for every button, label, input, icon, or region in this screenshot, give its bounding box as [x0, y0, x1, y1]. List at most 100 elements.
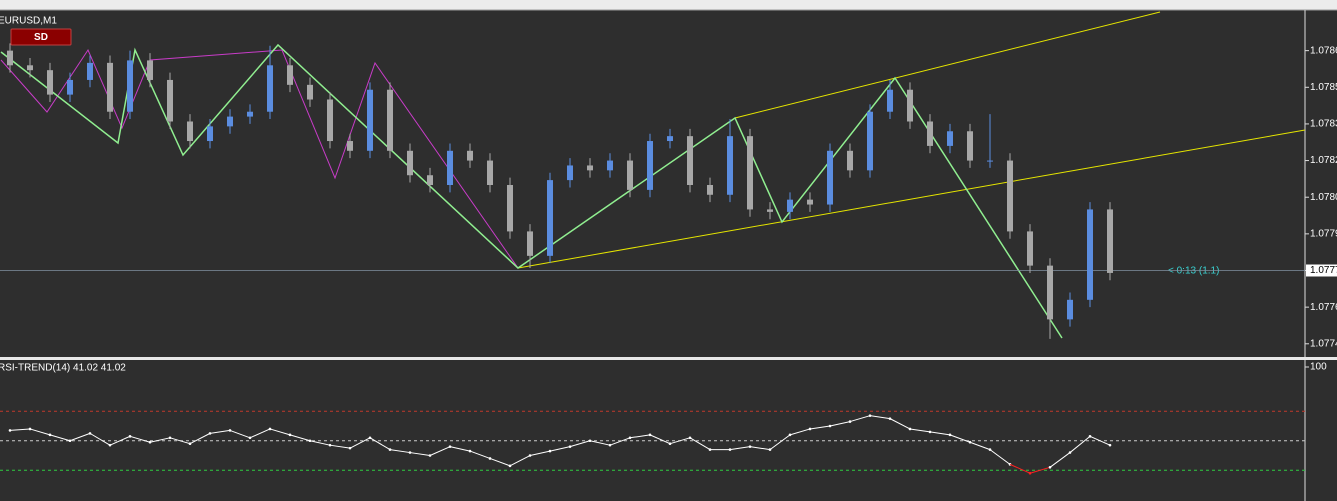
- rsi-point: [1108, 443, 1112, 447]
- candle-body: [887, 89, 893, 112]
- rsi-segment: [789, 428, 811, 436]
- rsi-segment: [169, 437, 191, 445]
- rsi-point: [8, 429, 12, 432]
- candle-body: [67, 79, 73, 95]
- rsi-segment: [189, 432, 211, 445]
- candle-body: [127, 60, 133, 112]
- candle-body: [1027, 231, 1033, 266]
- rsi-segment: [989, 449, 1011, 465]
- y-tick-label: 1.0779: [1310, 228, 1337, 239]
- rsi-segment: [1069, 435, 1091, 453]
- rsi-segment: [889, 418, 911, 430]
- rsi-segment: [689, 437, 711, 451]
- rsi-segment: [289, 434, 311, 442]
- candle-body: [247, 111, 253, 117]
- panel-separator: [0, 357, 1337, 360]
- indicator-label: RSI-TREND(14) 41.02 41.02: [0, 363, 126, 374]
- candle-body: [807, 199, 813, 205]
- candle-body: [327, 99, 333, 142]
- candle-body: [267, 65, 273, 112]
- rsi-segment: [569, 440, 591, 448]
- candle-body: [507, 185, 513, 232]
- candle-body: [527, 231, 533, 256]
- candle-body: [147, 60, 153, 80]
- toolbar[interactable]: [0, 0, 1337, 10]
- candle-body: [927, 121, 933, 146]
- rsi-segment: [1089, 435, 1111, 446]
- candle-body: [1047, 265, 1053, 320]
- candle-body: [907, 89, 913, 122]
- channel-upper: [734, 11, 1161, 119]
- candle-body: [627, 160, 633, 190]
- candle-body: [467, 150, 473, 161]
- y-tick-label: 1.0776: [1310, 302, 1337, 313]
- rsi-segment: [309, 440, 331, 446]
- rsi-segment: [969, 441, 991, 451]
- candle-body: [427, 175, 433, 185]
- candle-body: [447, 150, 453, 185]
- candle-body: [1007, 160, 1013, 232]
- rsi-segment: [69, 432, 91, 442]
- candle-body: [167, 79, 173, 122]
- rsi-segment: [729, 446, 751, 451]
- rsi-segment: [329, 444, 351, 449]
- candle-body: [27, 65, 33, 71]
- rsi-segment: [229, 429, 251, 439]
- candle-body: [1087, 209, 1093, 300]
- y-tick-label: 1.0777: [1310, 265, 1337, 276]
- candle-body: [107, 62, 113, 112]
- candle-body: [207, 126, 213, 142]
- countdown: < 0:13 (1.1): [1168, 266, 1219, 277]
- rsi-segment: [489, 457, 511, 467]
- candle-body: [567, 165, 573, 181]
- rsi-segment: [469, 450, 491, 459]
- candle-body: [7, 50, 13, 66]
- rsi-segment: [929, 431, 951, 436]
- candle-body: [547, 180, 553, 256]
- candle-body: [707, 185, 713, 195]
- rsi-segment: [829, 421, 851, 427]
- rsi-segment: [369, 437, 391, 451]
- y-tick-label: 1.0786: [1310, 45, 1337, 56]
- y-tick-label: 1.0774: [1310, 338, 1337, 349]
- candle-body: [867, 111, 873, 171]
- sd-button-label: SD: [34, 32, 48, 43]
- candle-body: [47, 70, 53, 95]
- rsi-segment: [1029, 466, 1051, 474]
- y-tick-label: 1.0780: [1310, 192, 1337, 203]
- rsi-segment: [409, 452, 431, 457]
- candle-body: [647, 141, 653, 190]
- rsi-segment: [129, 435, 151, 443]
- rsi-segment: [909, 428, 931, 433]
- sd-button[interactable]: [10, 28, 72, 46]
- candle-body: [487, 160, 493, 185]
- candle-body: [967, 131, 973, 161]
- candle-body: [847, 150, 853, 171]
- rsi-segment: [629, 434, 651, 439]
- rsi-segment: [49, 434, 71, 442]
- rsi-segment: [529, 450, 551, 456]
- rsi-segment: [769, 434, 791, 451]
- candle-body: [347, 141, 353, 151]
- rsi-segment: [9, 428, 31, 431]
- candle-body: [307, 84, 313, 100]
- rsi-segment: [389, 449, 411, 454]
- candle-body: [827, 150, 833, 205]
- zigzag-main: [0, 43, 1063, 339]
- rsi-segment: [269, 428, 291, 436]
- rsi-segment: [849, 415, 871, 423]
- candle-body: [587, 165, 593, 171]
- rsi-segment: [669, 437, 691, 445]
- candle-body: [727, 136, 733, 195]
- candle-body: [947, 131, 953, 146]
- rsi-segment: [429, 446, 451, 456]
- rsi-segment: [89, 432, 111, 446]
- rsi-segment: [29, 428, 51, 436]
- candle-body: [87, 62, 93, 80]
- candle-body: [607, 160, 613, 171]
- rsi-segment: [809, 425, 831, 430]
- rsi-segment: [949, 434, 971, 443]
- rsi-segment: [109, 435, 131, 446]
